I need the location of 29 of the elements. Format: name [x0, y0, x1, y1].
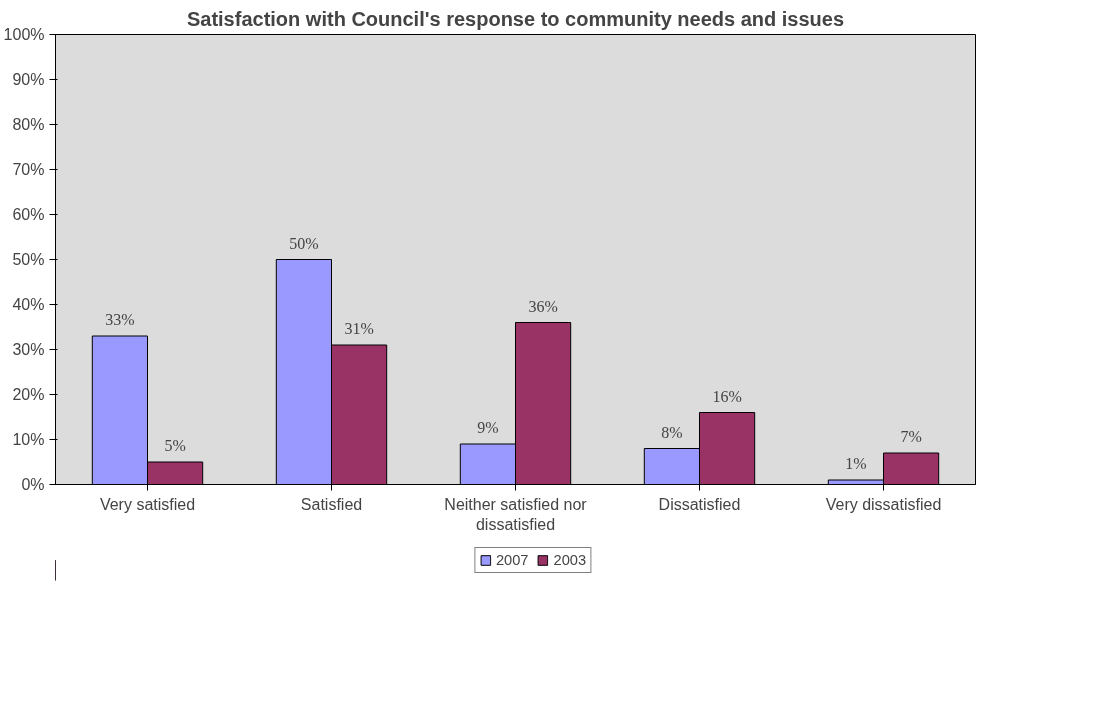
chart-title: Satisfaction with Council's response to community needs and issues	[186, 7, 845, 30]
legend-label: 2003	[553, 552, 587, 568]
x-tick-label: Very satisfied	[99, 495, 196, 513]
y-tick-label: 60%	[12, 206, 45, 223]
data-label: 36%	[528, 297, 558, 315]
y-tick-label: 90%	[12, 71, 45, 88]
data-label: 31%	[344, 320, 374, 337]
y-tick-label: 30%	[12, 341, 45, 358]
data-label: 5%	[164, 437, 186, 454]
y-tick-label: 20%	[12, 386, 45, 403]
y-tick-label: 40%	[12, 296, 45, 313]
data-label: 50%	[289, 234, 319, 252]
data-label: 9%	[477, 419, 499, 436]
x-tick-label: Satisfied	[300, 495, 363, 513]
data-label: 33%	[105, 311, 135, 328]
y-tick-label: 80%	[12, 116, 45, 133]
data-label: 1%	[845, 455, 867, 472]
y-tick-label: 100%	[3, 26, 45, 43]
y-tick-label: 10%	[12, 431, 45, 448]
y-tick-label: 70%	[12, 161, 45, 178]
legend-label: 2007	[495, 552, 529, 568]
y-tick-label: 0%	[21, 476, 45, 493]
x-tick-label: Dissatisfied	[658, 495, 741, 513]
data-label: 7%	[900, 428, 922, 445]
data-label: 16%	[712, 387, 742, 405]
y-tick-label: 50%	[12, 251, 45, 268]
x-tick-label: Very dissatisfied	[825, 495, 942, 513]
data-label: 8%	[661, 423, 683, 441]
x-tick-label: Neither satisfied nor dissatisfied	[444, 495, 588, 533]
